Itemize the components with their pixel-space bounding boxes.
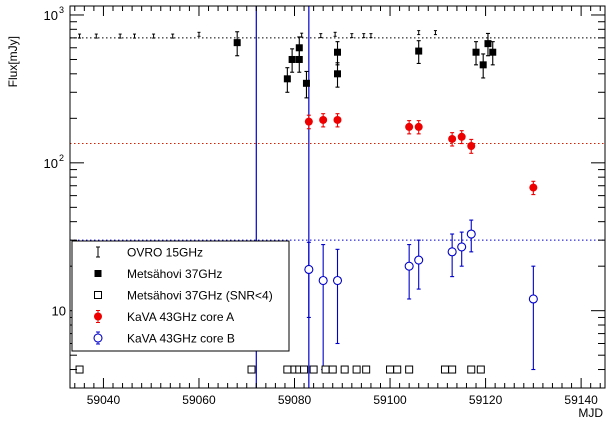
x-tick-label: 59060: [182, 393, 216, 407]
legend-entry-1-label: Metsähovi 37GHz: [127, 267, 222, 281]
x-tick-label: 59100: [373, 393, 407, 407]
series-2-point-18-marker: [476, 365, 485, 374]
legend-entry-2-marker: [94, 291, 102, 299]
legend-entry-2-label: Metsähovi 37GHz (SNR<4): [127, 289, 273, 303]
series-3-point-8-marker: [529, 183, 538, 192]
y-tick-label: 10: [44, 8, 58, 23]
series-2-point-6-marker: [309, 365, 318, 374]
series-4-point-3-marker: [404, 261, 414, 271]
series-1-point-3-marker: [295, 44, 303, 52]
series-3-point-5-marker: [448, 134, 457, 143]
x-tick-label: 59040: [87, 393, 121, 407]
series-2-point-8-marker: [328, 365, 337, 374]
series-4-point-7-marker: [466, 229, 476, 239]
legend-entry-3-label: KaVA 43GHz core A: [127, 310, 234, 324]
y-axis-label: Flux[mJy]: [6, 36, 20, 87]
series-3-point-3-marker: [405, 122, 414, 131]
series-4-point-6-marker: [457, 242, 467, 252]
x-axis-label: MJD: [578, 406, 603, 420]
series-3-point-1-marker: [319, 115, 328, 124]
series-1-point-2-marker: [288, 55, 296, 63]
series-1-point-6-marker: [334, 48, 341, 56]
series-2-point-13-marker: [393, 365, 402, 374]
series-1-point-11-marker: [484, 40, 492, 48]
series-2-point-0-marker: [75, 365, 84, 374]
series-1-point-9-marker: [472, 48, 480, 56]
series-3-point-7-marker: [467, 141, 476, 150]
series-4-point-1-marker: [318, 275, 328, 286]
y-tick-label-exponent: 2: [59, 153, 64, 163]
legend-entry-0-label: OVRO 15GHz: [127, 246, 203, 260]
series-1-point-12-marker: [489, 48, 497, 56]
y-tick-label-exponent: 3: [59, 5, 64, 15]
series-2-point-1-marker: [247, 365, 256, 374]
legend-entry-1-marker: [94, 270, 102, 277]
legend-entry-3-marker: [94, 312, 102, 321]
x-tick-label: 59120: [469, 393, 503, 407]
series-1-point-8-marker: [415, 47, 423, 55]
series-2-point-14-marker: [405, 365, 414, 374]
data-markers: [75, 30, 538, 374]
legend-entry-4-label: KaVA 43GHz core B: [127, 332, 235, 346]
series-2-point-16-marker: [448, 365, 457, 374]
x-tick-label: 59080: [278, 393, 312, 407]
series-2-point-9-marker: [340, 365, 349, 374]
series-1-point-0-marker: [233, 39, 241, 47]
series-2-point-5-marker: [300, 365, 309, 374]
series-2-point-17-marker: [467, 365, 476, 374]
series-2-point-11-marker: [362, 365, 371, 374]
series-3-point-2-marker: [333, 115, 342, 124]
series-1-point-4-marker: [295, 55, 303, 63]
plot-frame: [69, 5, 606, 389]
series-2-point-7-marker: [321, 365, 330, 374]
series-2-point-12-marker: [386, 365, 395, 374]
series-2-point-2-marker: [283, 365, 292, 374]
series-3-point-4-marker: [414, 122, 423, 131]
series-2-point-10-marker: [352, 365, 361, 374]
series-4-point-8-marker: [528, 294, 538, 304]
series-4-point-0-marker: [304, 264, 314, 275]
legend-entry-4-marker: [93, 333, 103, 343]
series-1-point-7-marker: [334, 70, 341, 78]
series-3-point-0-marker: [304, 117, 313, 126]
series-4-point-5-marker: [447, 247, 457, 257]
series-1-point-1-marker: [283, 75, 291, 83]
series-4-point-4-marker: [414, 255, 424, 265]
y-tick-label: 10: [52, 304, 66, 319]
series-2-point-15-marker: [440, 365, 449, 374]
y-tick-label: 10: [44, 156, 58, 171]
legend-box: [71, 240, 290, 352]
series-1-point-10-marker: [479, 61, 487, 69]
series-3-point-6-marker: [457, 132, 466, 141]
series-4-point-2-marker: [332, 275, 343, 286]
legend: OVRO 15GHz Metsähovi 37GHz Metsähovi 37GHz…: [71, 240, 290, 352]
x-tick-label: 59140: [564, 393, 598, 407]
series-1-point-5-marker: [302, 79, 310, 87]
